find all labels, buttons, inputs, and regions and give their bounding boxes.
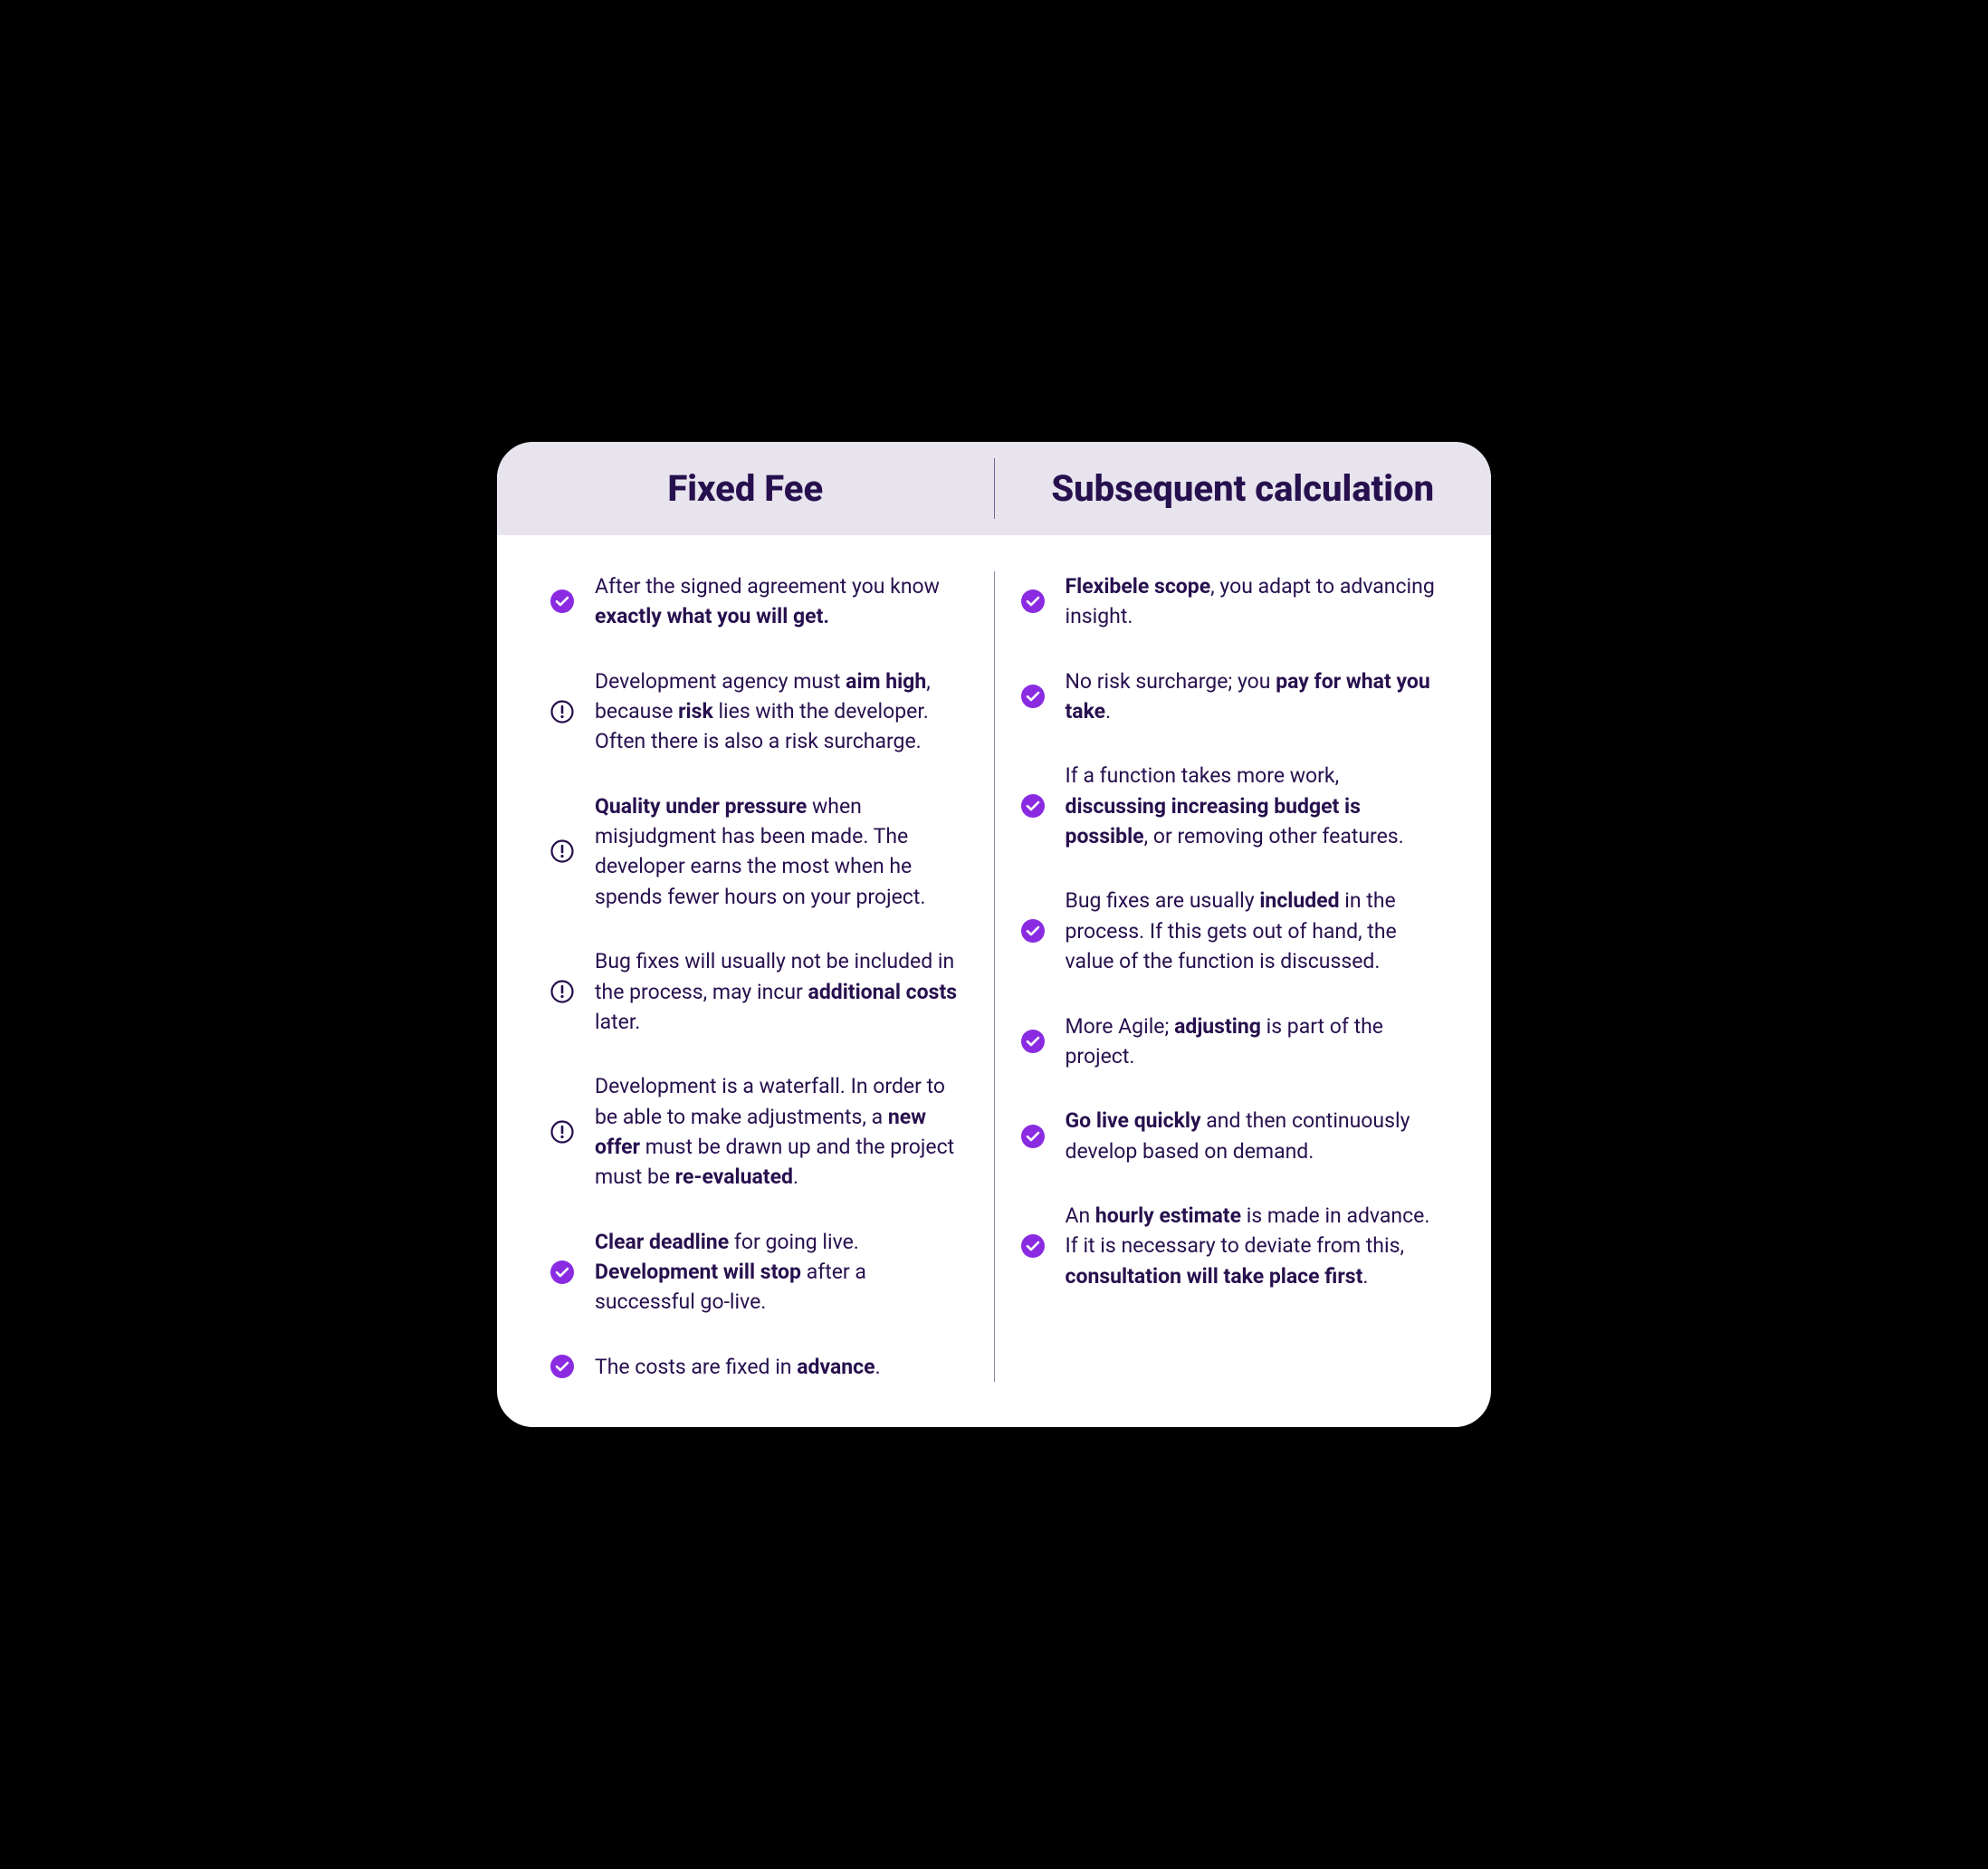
check-icon bbox=[550, 1354, 575, 1379]
list-item: No risk surcharge; you pay for what you … bbox=[1020, 666, 1439, 727]
header-left: Fixed Fee bbox=[497, 442, 994, 535]
list-item: Bug fixes are usually included in the pr… bbox=[1020, 886, 1439, 976]
item-text: Clear deadline for going live. Developme… bbox=[595, 1227, 969, 1318]
check-icon bbox=[1020, 918, 1046, 944]
header-row: Fixed Fee Subsequent calculation bbox=[497, 442, 1491, 535]
list-item: Flexibele scope, you adapt to advancing … bbox=[1020, 571, 1439, 632]
item-text: More Agile; adjusting is part of the pro… bbox=[1066, 1011, 1439, 1072]
check-icon bbox=[1020, 793, 1046, 819]
item-text: Development agency must aim high, becaus… bbox=[595, 666, 969, 757]
list-item: Go live quickly and then continuously de… bbox=[1020, 1106, 1439, 1166]
list-item: An hourly estimate is made in advance. I… bbox=[1020, 1201, 1439, 1291]
left-column: After the signed agreement you know exac… bbox=[524, 571, 994, 1382]
right-column: Flexibele scope, you adapt to advancing … bbox=[995, 571, 1465, 1382]
body-row: After the signed agreement you know exac… bbox=[497, 535, 1491, 1427]
list-item: The costs are fixed in advance. bbox=[550, 1352, 969, 1382]
alert-icon bbox=[550, 699, 575, 724]
list-item: Development agency must aim high, becaus… bbox=[550, 666, 969, 757]
header-divider bbox=[994, 458, 995, 519]
comparison-card: Fixed Fee Subsequent calculation After t… bbox=[497, 442, 1491, 1427]
item-text: Bug fixes are usually included in the pr… bbox=[1066, 886, 1439, 976]
alert-icon bbox=[550, 839, 575, 864]
body-divider bbox=[994, 571, 995, 1382]
alert-icon bbox=[550, 1119, 575, 1145]
item-text: Flexibele scope, you adapt to advancing … bbox=[1066, 571, 1439, 632]
check-icon bbox=[1020, 684, 1046, 709]
list-item: After the signed agreement you know exac… bbox=[550, 571, 969, 632]
check-icon bbox=[1020, 1233, 1046, 1259]
check-icon bbox=[550, 589, 575, 614]
item-text: Bug fixes will usually not be included i… bbox=[595, 946, 969, 1037]
check-icon bbox=[550, 1260, 575, 1285]
item-text: Quality under pressure when misjudgment … bbox=[595, 791, 969, 912]
header-right: Subsequent calculation bbox=[995, 442, 1492, 535]
item-text: An hourly estimate is made in advance. I… bbox=[1066, 1201, 1439, 1291]
list-item: Quality under pressure when misjudgment … bbox=[550, 791, 969, 912]
item-text: Development is a waterfall. In order to … bbox=[595, 1071, 969, 1192]
alert-icon bbox=[550, 979, 575, 1004]
list-item: Clear deadline for going live. Developme… bbox=[550, 1227, 969, 1318]
list-item: Bug fixes will usually not be included i… bbox=[550, 946, 969, 1037]
item-text: No risk surcharge; you pay for what you … bbox=[1066, 666, 1439, 727]
item-text: Go live quickly and then continuously de… bbox=[1066, 1106, 1439, 1166]
item-text: After the signed agreement you know exac… bbox=[595, 571, 969, 632]
list-item: More Agile; adjusting is part of the pro… bbox=[1020, 1011, 1439, 1072]
check-icon bbox=[1020, 589, 1046, 614]
item-text: If a function takes more work, discussin… bbox=[1066, 761, 1439, 851]
list-item: Development is a waterfall. In order to … bbox=[550, 1071, 969, 1192]
item-text: The costs are fixed in advance. bbox=[595, 1352, 881, 1382]
list-item: If a function takes more work, discussin… bbox=[1020, 761, 1439, 851]
check-icon bbox=[1020, 1029, 1046, 1054]
check-icon bbox=[1020, 1124, 1046, 1149]
